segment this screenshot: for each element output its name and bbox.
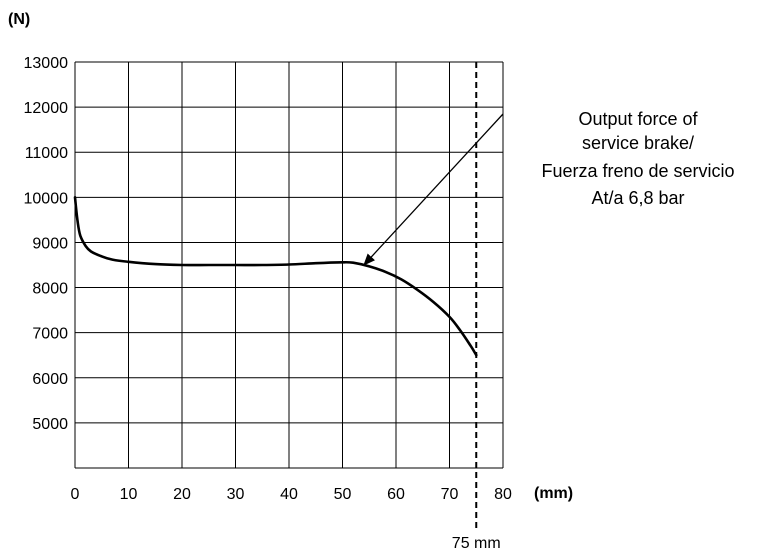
x-tick-labels: 0 10 20 30 40 50 60 70 80	[71, 486, 512, 503]
annotation-line-1: Output force of	[578, 109, 698, 129]
limit-marker-label: 75 mm	[452, 535, 501, 552]
y-unit-label: (N)	[8, 11, 30, 28]
annotation-line-3: Fuerza freno de servicio	[541, 161, 734, 181]
x-tick-label: 80	[494, 486, 512, 503]
y-tick-label: 5000	[32, 416, 68, 433]
x-tick-label: 0	[71, 486, 80, 503]
x-tick-label: 30	[227, 486, 245, 503]
y-tick-label: 8000	[32, 281, 68, 298]
x-tick-label: 70	[441, 486, 459, 503]
y-tick-label: 10000	[24, 190, 69, 207]
x-tick-label: 60	[387, 486, 405, 503]
annotation-arrow	[363, 113, 504, 266]
y-tick-labels: 5000 6000 7000 8000 9000 10000 11000 12000 13000	[24, 55, 69, 433]
annotation-line-4: At/a 6,8 bar	[591, 188, 684, 208]
output-force-curve	[73, 196, 478, 357]
y-tick-label: 7000	[32, 326, 68, 343]
annotation-line-2: service brake/	[582, 133, 694, 153]
y-tick-label: 11000	[25, 145, 68, 162]
grid	[74, 61, 504, 469]
x-tick-label: 20	[173, 486, 191, 503]
x-tick-label: 50	[334, 486, 352, 503]
y-tick-label: 6000	[32, 371, 68, 388]
x-tick-label: 10	[120, 486, 138, 503]
x-tick-label: 40	[280, 486, 298, 503]
x-unit-label: (mm)	[534, 485, 573, 502]
y-tick-label: 13000	[24, 55, 69, 72]
y-tick-label: 12000	[24, 100, 69, 117]
y-tick-label: 9000	[32, 235, 68, 252]
